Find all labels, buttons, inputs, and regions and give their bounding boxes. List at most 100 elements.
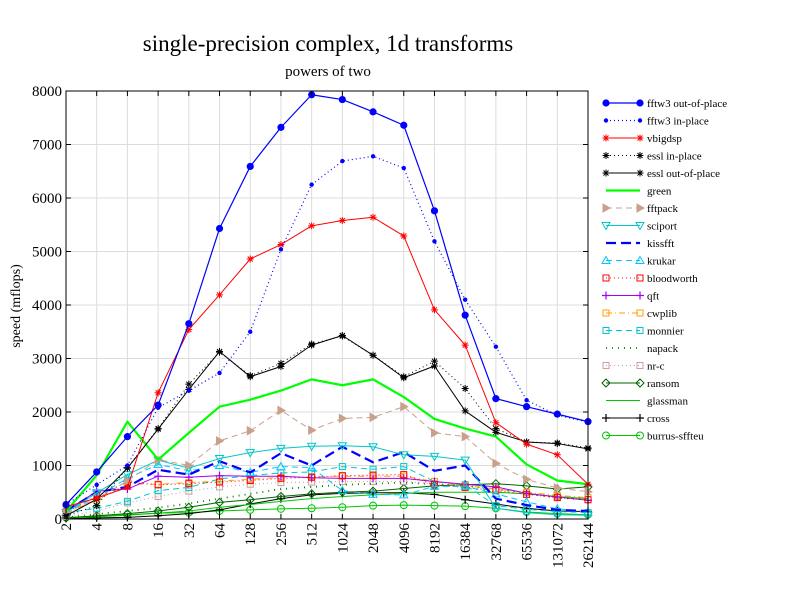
data-point [246, 162, 254, 171]
legend-marker [602, 99, 610, 107]
x-tick-label: 131072 [550, 523, 566, 568]
legend-label: qft [647, 291, 659, 303]
series-sciport [61, 442, 593, 521]
legend-marker [637, 118, 643, 123]
y-tick-label: 5000 [32, 245, 62, 261]
legend-marker [636, 134, 644, 142]
data-point [398, 451, 409, 460]
legend-label: fftpack [647, 203, 678, 215]
data-point [185, 326, 193, 334]
x-tick-label: 2048 [366, 523, 382, 553]
data-point [185, 483, 193, 491]
y-tick-label: 8000 [32, 84, 62, 100]
data-point [154, 401, 162, 409]
data-point [369, 108, 377, 116]
data-point [276, 504, 285, 513]
legend-marker [602, 203, 612, 213]
grid-lines [65, 90, 589, 520]
legend-label: fftw3 in-place [647, 116, 709, 128]
series-green [65, 378, 589, 513]
x-tick-label: 256 [274, 523, 290, 546]
data-point [401, 165, 406, 171]
data-point [185, 380, 193, 388]
legend-marker [636, 291, 644, 300]
legend-entry: essl in-place [602, 151, 702, 163]
x-tick-label: 8 [120, 523, 136, 531]
legend-marker [635, 255, 645, 264]
data-point [493, 344, 499, 349]
y-tick-label: 1000 [32, 459, 62, 475]
data-point [399, 501, 408, 510]
legend-entry: fftw3 in-place [603, 116, 709, 128]
y-tick-label: 0 [55, 512, 63, 528]
data-point [370, 154, 376, 159]
data-point [430, 490, 439, 499]
legend-entry: essl out-of-place [602, 168, 720, 180]
data-point [368, 489, 378, 498]
legend-entry: kissfft [606, 238, 674, 250]
legend-label: fftw3 out-of-place [647, 98, 727, 110]
data-point [523, 440, 531, 448]
y-axis-ticks: 0 1000 2000 3000 4000 5000 6000 7000 8000 [32, 84, 588, 528]
y-tick-label: 4000 [32, 298, 62, 314]
legend-marker [601, 222, 611, 231]
data-point [368, 486, 378, 496]
data-point [338, 472, 346, 480]
legend-label: bloodworth [647, 273, 698, 285]
series-line-glassman [65, 491, 589, 519]
data-point [461, 431, 471, 442]
y-tick-label: 7000 [32, 138, 62, 154]
data-point [308, 425, 317, 436]
legend-entry: vbigdsp [602, 133, 682, 145]
legend-entry: burrus-sffteu [602, 431, 704, 443]
data-point [429, 452, 440, 462]
series-line-fftpack [65, 406, 589, 514]
legend-entry: bloodworth [602, 273, 698, 285]
data-point [216, 436, 225, 446]
legend-label: napack [647, 343, 679, 355]
data-point [306, 489, 317, 499]
legend-entry: green [606, 186, 672, 198]
legend-label: glassman [647, 396, 688, 408]
data-point [125, 463, 130, 468]
legend: fftw3 out-of-place fftw3 in-place vbigdsp e… [601, 98, 727, 443]
x-tick-label: 2 [59, 523, 75, 531]
data-point [492, 395, 500, 403]
legend-marker [602, 152, 610, 159]
x-tick-label: 16 [151, 523, 167, 539]
data-point [430, 362, 438, 370]
data-point [338, 463, 346, 471]
legend-marker [636, 362, 644, 369]
data-point [400, 463, 408, 471]
data-point [93, 468, 101, 476]
data-point [400, 471, 408, 479]
legend-label: ransom [647, 378, 680, 390]
legend-marker [602, 431, 610, 440]
legend-marker [602, 414, 610, 422]
legend-marker [602, 169, 610, 177]
data-point [185, 480, 193, 488]
legend-marker [636, 152, 644, 159]
legend-marker [602, 291, 610, 300]
data-point [94, 482, 99, 487]
data-point [214, 460, 225, 469]
data-point [93, 494, 101, 502]
data-point [245, 449, 256, 458]
data-point [154, 425, 162, 433]
data-point [430, 428, 440, 438]
data-point [338, 216, 346, 224]
data-point [553, 494, 561, 502]
legend-entry: fftw3 out-of-place [602, 98, 727, 110]
data-point [93, 502, 101, 510]
series-line-bloodworth [65, 474, 589, 514]
data-point [553, 483, 563, 493]
data-point [123, 476, 133, 486]
series-kissfft [65, 445, 589, 513]
legend-label: nr-c [647, 361, 665, 373]
data-point [524, 398, 529, 403]
data-point [246, 372, 254, 380]
legend-entry: cross [602, 413, 670, 425]
data-point [368, 443, 378, 452]
data-point [399, 474, 408, 483]
